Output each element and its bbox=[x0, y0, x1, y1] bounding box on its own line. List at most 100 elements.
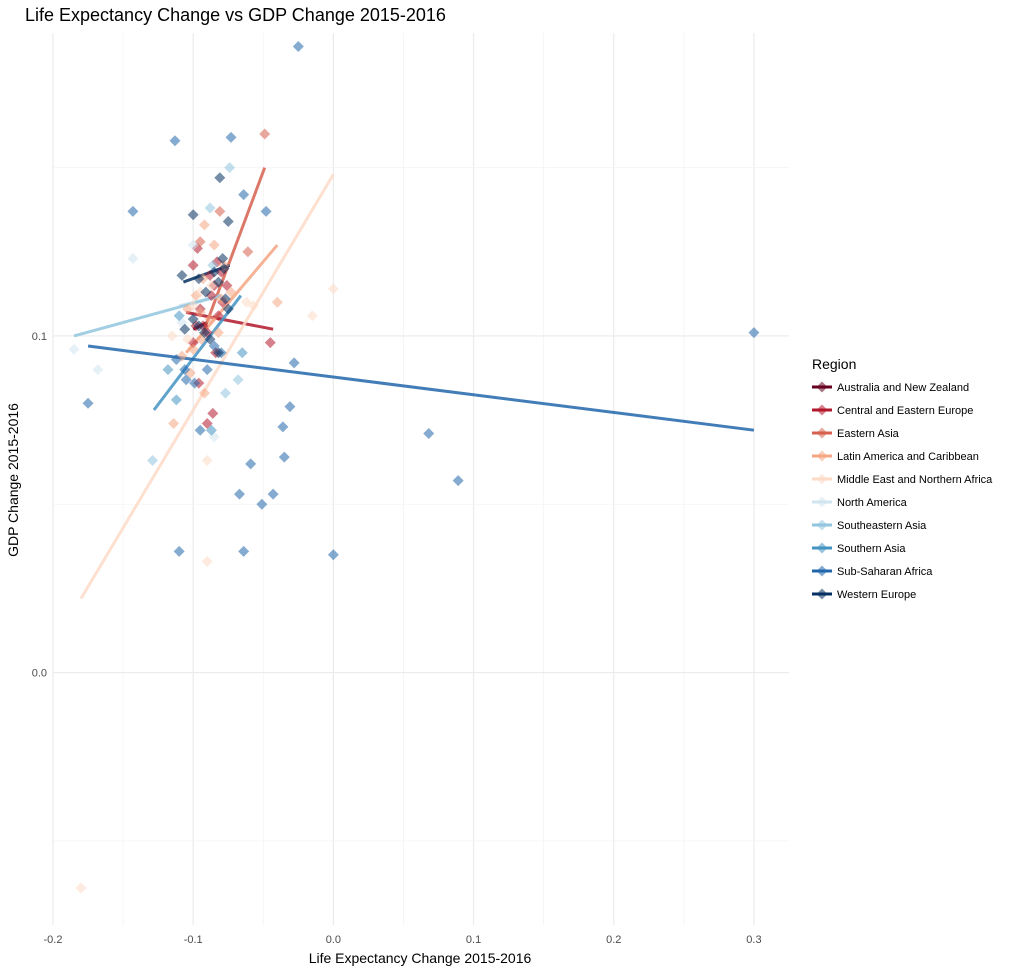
data-point bbox=[193, 273, 205, 285]
data-point bbox=[232, 374, 244, 386]
data-point bbox=[306, 310, 318, 322]
legend-title: Region bbox=[812, 356, 856, 372]
legend-item: North America bbox=[812, 496, 908, 509]
data-point bbox=[245, 458, 257, 470]
data-point bbox=[200, 286, 212, 298]
data-point bbox=[222, 303, 234, 315]
data-point bbox=[222, 215, 234, 227]
data-point bbox=[214, 172, 226, 184]
legend-item: Sub-Saharan Africa bbox=[812, 565, 933, 578]
legend-item: Latin America and Caribbean bbox=[812, 450, 979, 463]
legend-label: Middle East and Northern Africa bbox=[837, 474, 993, 486]
legend-key-marker bbox=[816, 473, 828, 485]
data-point bbox=[238, 189, 250, 201]
data-point bbox=[225, 286, 237, 298]
data-point bbox=[208, 266, 220, 278]
data-point bbox=[176, 269, 188, 281]
data-point bbox=[179, 323, 191, 335]
data-point bbox=[238, 545, 250, 557]
x-tick-label: 0.0 bbox=[326, 934, 341, 946]
legend-item: Eastern Asia bbox=[812, 427, 900, 440]
data-point bbox=[207, 407, 219, 419]
data-point bbox=[423, 428, 435, 440]
data-point bbox=[198, 219, 210, 231]
legend-item: Southeastern Asia bbox=[812, 519, 927, 532]
data-point bbox=[288, 357, 300, 369]
legend-item: Middle East and Northern Africa bbox=[812, 473, 993, 486]
data-point bbox=[201, 454, 213, 466]
trend-lines bbox=[73, 167, 755, 600]
data-point bbox=[179, 364, 191, 376]
data-point bbox=[264, 337, 276, 349]
data-point bbox=[201, 555, 213, 567]
chart-title: Life Expectancy Change vs GDP Change 201… bbox=[25, 5, 446, 25]
data-point bbox=[187, 259, 199, 271]
legend: Australia and New Zealand Central and Eas… bbox=[812, 381, 993, 601]
data-point bbox=[166, 330, 178, 342]
data-point bbox=[189, 377, 201, 389]
data-point bbox=[452, 475, 464, 487]
legend-key-marker bbox=[816, 542, 828, 554]
data-point bbox=[208, 239, 220, 251]
data-point bbox=[260, 205, 272, 217]
data-point bbox=[204, 313, 216, 325]
legend-item: Southern Asia bbox=[812, 542, 906, 555]
x-tick-label: 0.3 bbox=[746, 934, 761, 946]
data-point bbox=[127, 205, 139, 217]
legend-label: Eastern Asia bbox=[837, 428, 900, 440]
y-axis-title: GDP Change 2015-2016 bbox=[5, 403, 21, 557]
x-axis-title: Life Expectancy Change 2015-2016 bbox=[309, 950, 532, 966]
data-point bbox=[198, 387, 210, 399]
data-point bbox=[194, 306, 206, 318]
data-point bbox=[187, 300, 199, 312]
data-point bbox=[267, 488, 279, 500]
data-point bbox=[204, 202, 216, 214]
data-point bbox=[180, 374, 192, 386]
legend-key-marker bbox=[816, 565, 828, 577]
legend-key-marker bbox=[816, 519, 828, 531]
data-point bbox=[225, 131, 237, 143]
y-tick-label: 0.0 bbox=[32, 668, 47, 680]
data-point bbox=[173, 310, 185, 322]
legend-key-marker bbox=[816, 450, 828, 462]
legend-key-marker bbox=[816, 588, 828, 600]
trend-line bbox=[203, 167, 267, 330]
data-point bbox=[194, 286, 206, 298]
trend-line bbox=[152, 294, 243, 411]
legend-label: Latin America and Caribbean bbox=[837, 451, 979, 463]
data-point bbox=[187, 209, 199, 221]
data-point bbox=[219, 387, 231, 399]
data-point bbox=[204, 333, 216, 345]
data-point bbox=[748, 327, 760, 339]
data-point bbox=[168, 417, 180, 429]
data-point bbox=[75, 882, 87, 894]
trend-line bbox=[73, 294, 222, 338]
legend-item: Western Europe bbox=[812, 588, 916, 601]
legend-label: Central and Eastern Europe bbox=[837, 405, 973, 417]
data-point bbox=[193, 320, 205, 332]
data-point bbox=[212, 327, 224, 339]
axis-ticks: -0.2 -0.1 0.0 0.1 0.2 0.3 0.0 0.1 bbox=[32, 331, 762, 946]
data-point bbox=[259, 128, 271, 140]
data-point bbox=[194, 424, 206, 436]
data-point bbox=[217, 253, 229, 265]
data-point bbox=[240, 296, 252, 308]
legend-key-marker bbox=[816, 404, 828, 416]
y-tick-label: 0.1 bbox=[32, 331, 47, 343]
data-point bbox=[212, 276, 224, 288]
data-point bbox=[292, 40, 304, 52]
data-point bbox=[212, 347, 224, 359]
data-point bbox=[187, 343, 199, 355]
data-point bbox=[82, 397, 94, 409]
data-point bbox=[233, 488, 245, 500]
data-point bbox=[219, 293, 231, 305]
data-point bbox=[173, 545, 185, 557]
x-tick-label: -0.2 bbox=[44, 934, 63, 946]
legend-item: Australia and New Zealand bbox=[812, 381, 969, 394]
data-point bbox=[205, 424, 217, 436]
x-tick-label: 0.1 bbox=[466, 934, 481, 946]
legend-label: North America bbox=[837, 497, 908, 509]
data-point bbox=[127, 253, 139, 265]
data-points bbox=[68, 40, 760, 894]
